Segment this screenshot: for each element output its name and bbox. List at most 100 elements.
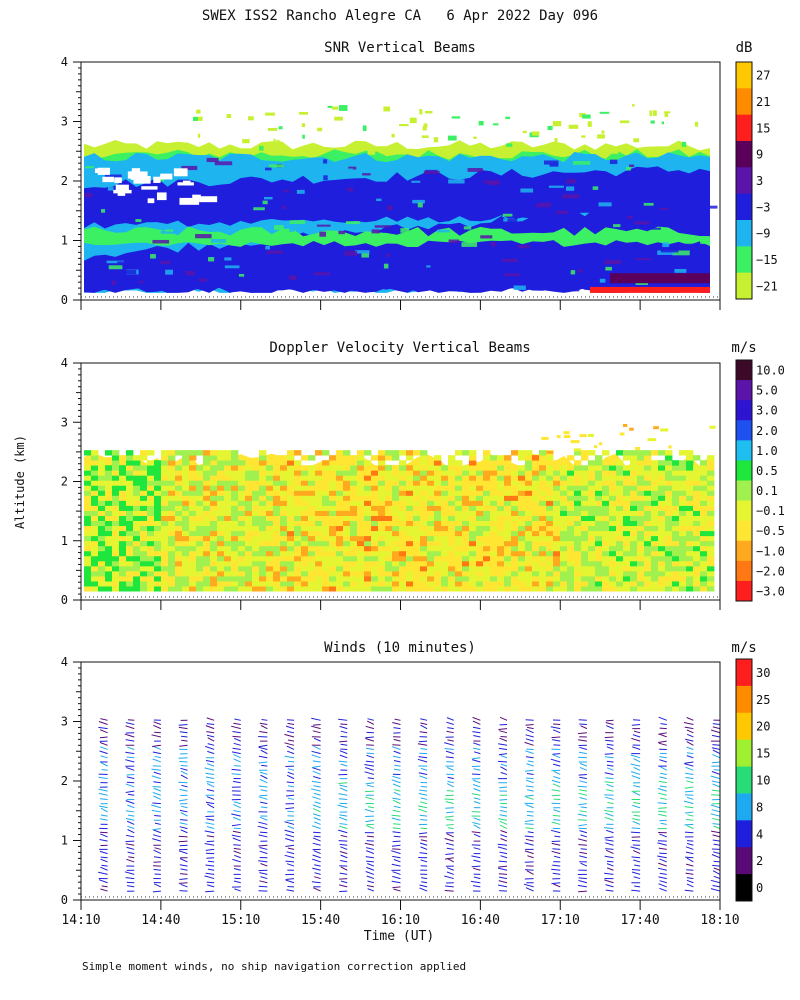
snr-speckle	[662, 242, 670, 248]
doppler-cell	[602, 535, 610, 542]
doppler-cell	[203, 586, 211, 592]
doppler-cell	[560, 510, 568, 516]
wind-barb	[527, 831, 534, 834]
wind-barb	[525, 777, 534, 780]
wind-barbs	[98, 716, 720, 893]
colorbar-label: −2.0	[756, 564, 785, 578]
doppler-cell	[532, 480, 540, 486]
doppler-cell	[399, 571, 407, 577]
wind-barb	[604, 756, 614, 759]
doppler-cell	[392, 510, 400, 516]
snr-colorbar-unit: dB	[736, 40, 753, 56]
doppler-cell	[616, 485, 624, 491]
doppler-cell	[539, 515, 547, 522]
snr-speckle	[206, 157, 219, 163]
wind-barb	[687, 814, 694, 817]
doppler-cell	[609, 576, 617, 582]
doppler-cell	[462, 571, 470, 577]
wind-barb	[233, 827, 241, 830]
colorbar-swatch	[736, 739, 752, 768]
wind-barb	[420, 827, 428, 830]
doppler-cell	[84, 465, 92, 471]
wind-barb	[446, 847, 454, 850]
doppler-cell	[560, 555, 568, 562]
doppler-cell	[434, 535, 442, 542]
doppler-cell	[623, 500, 631, 506]
doppler-cell	[630, 485, 638, 491]
snr-speckle	[461, 242, 478, 247]
doppler-cell	[273, 540, 281, 547]
doppler-cell	[357, 485, 365, 491]
doppler-cell	[266, 515, 274, 522]
doppler-cell	[483, 545, 491, 552]
wind-barb	[311, 825, 321, 830]
doppler-cell	[91, 545, 99, 552]
snr-speckle	[165, 229, 174, 232]
doppler-cell	[126, 500, 134, 506]
doppler-cell	[476, 581, 484, 587]
snr-speckle	[104, 174, 122, 179]
doppler-cell	[574, 530, 582, 537]
snr-band	[84, 226, 710, 247]
snr-speckle	[513, 285, 526, 290]
wind-barb	[712, 744, 720, 746]
doppler-cell	[238, 500, 246, 506]
doppler-cell	[448, 515, 456, 522]
doppler-cell	[469, 550, 477, 557]
doppler-cell	[693, 555, 701, 562]
doppler-cell	[133, 485, 141, 491]
wind-barb	[152, 802, 161, 805]
doppler-cell	[343, 475, 351, 481]
doppler-cell	[119, 576, 127, 582]
doppler-cell	[483, 520, 491, 527]
doppler-cell	[161, 460, 169, 466]
wind-barb	[658, 883, 667, 888]
doppler-cell	[525, 535, 533, 542]
doppler-cell	[224, 525, 232, 532]
doppler-cell	[161, 485, 169, 491]
doppler-cell	[392, 535, 400, 542]
doppler-cell	[455, 525, 463, 532]
snr-speckle	[506, 143, 513, 147]
doppler-cell	[644, 490, 652, 496]
doppler-cell	[532, 545, 540, 552]
doppler-cell	[483, 550, 491, 557]
doppler-cell	[644, 520, 652, 527]
doppler-cell	[497, 500, 505, 506]
doppler-cell	[525, 475, 533, 481]
doppler-cell	[504, 571, 512, 577]
doppler-cell	[546, 460, 554, 466]
wind-barb	[421, 881, 428, 884]
wind-barb	[631, 889, 641, 892]
doppler-cell	[546, 576, 554, 582]
doppler-cell	[84, 520, 92, 527]
snr-speckle	[505, 116, 511, 120]
doppler-cell	[182, 455, 190, 461]
wind-barb	[419, 832, 428, 835]
doppler-cell	[455, 530, 463, 537]
doppler-cell	[224, 450, 232, 456]
doppler-cell	[329, 500, 337, 506]
doppler-cell	[210, 465, 218, 471]
wind-barb	[473, 788, 481, 792]
doppler-cell	[588, 510, 596, 516]
doppler-cell	[168, 505, 176, 511]
snr-surface-high	[590, 286, 710, 293]
doppler-cell	[455, 545, 463, 552]
wind-barb	[524, 835, 534, 838]
doppler-cell	[476, 525, 484, 532]
doppler-cell	[266, 500, 274, 506]
doppler-cell	[287, 480, 295, 486]
wind-barb	[421, 877, 428, 880]
colorbar-label: 10.0	[756, 364, 785, 378]
doppler-cell	[357, 550, 365, 557]
doppler-cell	[315, 525, 323, 532]
wind-barb	[366, 847, 374, 850]
doppler-cell	[182, 500, 190, 506]
doppler-cell	[406, 450, 414, 456]
doppler-cell	[357, 520, 365, 527]
wind-barb	[633, 876, 641, 880]
doppler-cell	[448, 586, 456, 592]
doppler-cell	[287, 565, 295, 572]
wind-barb	[498, 743, 508, 746]
